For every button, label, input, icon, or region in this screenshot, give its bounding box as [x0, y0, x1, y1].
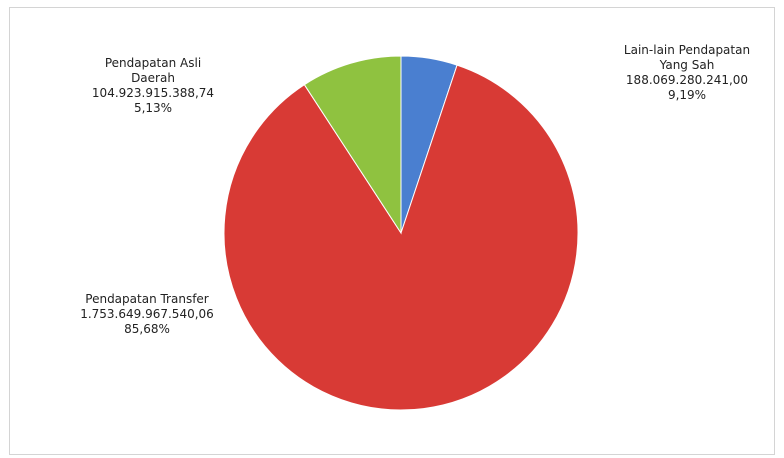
label-pad-value: 104.923.915.388,74: [91, 86, 215, 100]
label-lain-name-line2: Yang Sah: [659, 58, 715, 72]
label-lain-percent: 9,19%: [667, 88, 707, 102]
label-pendapatan-asli-daerah: Pendapatan Asli Daerah 104.923.915.388,7…: [58, 56, 248, 116]
label-pad-percent: 5,13%: [133, 101, 173, 115]
slice-pendapatan-transfer: [223, 64, 579, 411]
label-pendapatan-transfer: Pendapatan Transfer 1.753.649.967.540,06…: [42, 292, 252, 337]
label-lain-name-line1: Lain-lain Pendapatan: [623, 43, 751, 57]
label-transfer-value: 1.753.649.967.540,06: [80, 307, 214, 321]
label-lain-lain-pendapatan: Lain-lain Pendapatan Yang Sah 188.069.28…: [602, 43, 772, 103]
label-transfer-percent: 85,68%: [124, 322, 170, 336]
label-transfer-name: Pendapatan Transfer: [85, 292, 209, 306]
slice-lain-lain-pendapatan: [303, 55, 402, 235]
label-pad-name-line2: Daerah: [131, 71, 175, 85]
label-pad-name-line1: Pendapatan Asli: [104, 56, 202, 70]
label-lain-value: 188.069.280.241,00: [625, 73, 749, 87]
